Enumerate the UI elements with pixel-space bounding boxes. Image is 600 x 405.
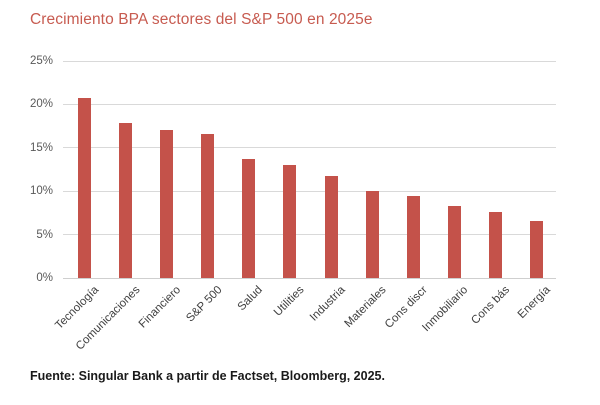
y-axis-tick-label: 15% — [29, 141, 53, 154]
bar — [78, 98, 92, 278]
y-axis-tick-label: 5% — [36, 228, 53, 241]
y-axis-tick-label: 10% — [29, 185, 53, 198]
bar — [365, 191, 379, 278]
y-axis-tick-label: 0% — [36, 272, 53, 284]
bar — [160, 130, 174, 278]
gridline — [63, 147, 556, 149]
x-axis-category-label: Materiales — [342, 284, 389, 331]
x-axis-category-label: Industria — [307, 284, 348, 324]
x-axis-category-label: S&P 500 — [183, 284, 225, 325]
bar — [324, 175, 338, 278]
bar — [447, 205, 461, 278]
x-axis-category-label: Energía — [515, 284, 553, 321]
x-axis-category-label: Utilities — [271, 284, 307, 319]
source-note: Fuente: Singular Bank a partir de Factse… — [30, 369, 385, 383]
bar — [488, 212, 502, 278]
x-axis-category-label: Financiero — [136, 284, 184, 331]
x-axis-category-label: Cons bás — [469, 284, 512, 327]
bar — [242, 159, 256, 278]
gridline — [63, 103, 556, 105]
gridline — [63, 190, 556, 192]
gridline — [63, 234, 556, 236]
y-axis-tick-label: 20% — [29, 98, 53, 111]
plot-area — [63, 60, 556, 279]
bar — [119, 122, 133, 278]
chart-title: Crecimiento BPA sectores del S&P 500 en … — [30, 11, 373, 28]
bar — [283, 165, 297, 278]
bar — [406, 195, 420, 278]
bar — [201, 133, 215, 278]
gridline — [63, 277, 556, 279]
y-axis-tick-label: 25% — [29, 55, 53, 67]
gridline — [63, 60, 556, 62]
x-axis-category-label: Salud — [236, 284, 266, 314]
bar — [529, 220, 543, 278]
